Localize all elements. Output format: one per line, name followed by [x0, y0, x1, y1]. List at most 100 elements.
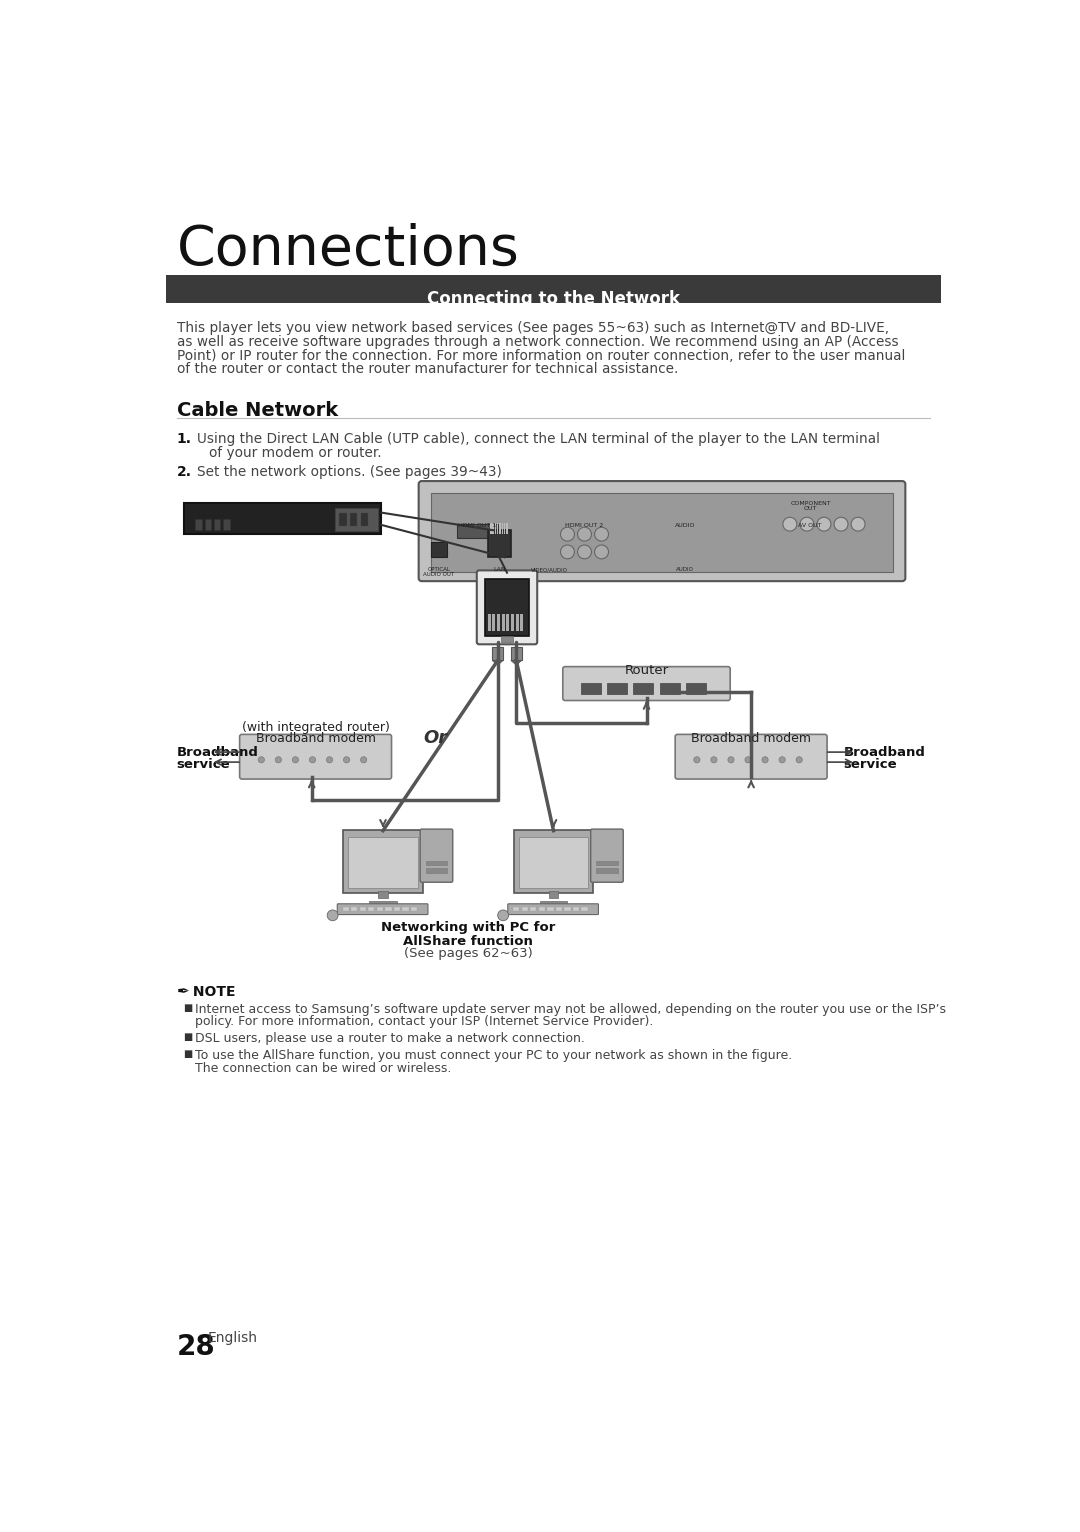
Text: VIDEO/AUDIO: VIDEO/AUDIO — [531, 567, 568, 573]
Bar — [166, 276, 941, 303]
Bar — [581, 683, 600, 694]
FancyBboxPatch shape — [337, 904, 428, 915]
Circle shape — [326, 757, 333, 763]
Text: Connecting to the Network: Connecting to the Network — [427, 290, 680, 308]
Bar — [515, 614, 518, 631]
Circle shape — [693, 757, 700, 763]
Text: AUDIO: AUDIO — [676, 567, 694, 573]
Text: 1.: 1. — [177, 432, 192, 446]
Bar — [495, 524, 496, 535]
Bar — [556, 907, 562, 910]
FancyBboxPatch shape — [675, 734, 827, 780]
Circle shape — [711, 757, 717, 763]
Bar — [581, 907, 588, 910]
Bar — [195, 519, 202, 530]
FancyBboxPatch shape — [476, 570, 537, 645]
Bar — [394, 907, 400, 910]
FancyBboxPatch shape — [591, 829, 623, 882]
Circle shape — [762, 757, 768, 763]
Circle shape — [834, 518, 848, 532]
Bar — [499, 524, 501, 535]
Bar — [572, 907, 579, 910]
Bar — [511, 614, 514, 631]
Polygon shape — [511, 660, 522, 665]
Bar — [549, 890, 558, 898]
Bar — [350, 513, 357, 527]
Text: The connection can be wired or wireless.: The connection can be wired or wireless. — [195, 1062, 451, 1074]
Bar — [501, 614, 504, 631]
Bar — [342, 907, 349, 910]
Text: Broadband modem: Broadband modem — [256, 732, 376, 745]
Circle shape — [595, 527, 608, 541]
FancyBboxPatch shape — [563, 666, 730, 700]
Bar — [501, 524, 503, 535]
Text: Networking with PC for: Networking with PC for — [381, 922, 555, 935]
Text: ✒: ✒ — [177, 985, 190, 1000]
Bar — [485, 579, 529, 636]
Text: as well as receive software upgrades through a network connection. We recommend : as well as receive software upgrades thr… — [177, 336, 899, 349]
Circle shape — [309, 757, 315, 763]
Bar — [607, 683, 627, 694]
Bar — [335, 509, 378, 532]
Bar — [596, 869, 618, 873]
Bar — [522, 907, 528, 910]
Bar — [565, 907, 570, 910]
FancyBboxPatch shape — [240, 734, 392, 780]
Circle shape — [728, 757, 734, 763]
Bar — [497, 614, 500, 631]
Circle shape — [851, 518, 865, 532]
FancyBboxPatch shape — [419, 481, 905, 581]
Text: Broadband: Broadband — [843, 746, 926, 758]
Circle shape — [796, 757, 802, 763]
Text: Broadband modem: Broadband modem — [691, 732, 811, 745]
Text: of your modem or router.: of your modem or router. — [210, 446, 382, 460]
Text: Set the network options. (See pages 39~43): Set the network options. (See pages 39~4… — [197, 464, 502, 480]
Bar — [386, 907, 392, 910]
Text: 28: 28 — [177, 1333, 216, 1360]
Bar — [361, 513, 368, 527]
Bar — [511, 647, 522, 660]
Text: OUT: OUT — [805, 506, 818, 510]
Bar — [492, 647, 503, 660]
Text: Router: Router — [624, 665, 669, 677]
Text: (See pages 62~63): (See pages 62~63) — [404, 947, 532, 961]
Bar — [507, 614, 510, 631]
Circle shape — [498, 910, 509, 921]
Text: AV OUT: AV OUT — [797, 522, 821, 527]
Text: AllShare function: AllShare function — [403, 935, 534, 948]
Text: ■: ■ — [183, 1033, 192, 1042]
Bar — [348, 836, 418, 887]
Circle shape — [800, 518, 814, 532]
Text: service: service — [843, 758, 897, 771]
FancyBboxPatch shape — [343, 830, 422, 893]
Text: AUDIO OUT: AUDIO OUT — [423, 571, 455, 578]
Bar — [633, 683, 653, 694]
Bar — [540, 901, 567, 905]
Circle shape — [816, 518, 831, 532]
Bar — [490, 524, 491, 535]
Bar — [530, 907, 537, 910]
Circle shape — [343, 757, 350, 763]
Bar — [377, 907, 383, 910]
Text: English: English — [207, 1331, 258, 1345]
Text: Or: Or — [423, 729, 448, 748]
Text: DSL users, please use a router to make a network connection.: DSL users, please use a router to make a… — [195, 1033, 585, 1045]
Text: of the router or contact the router manufacturer for technical assistance.: of the router or contact the router manu… — [177, 363, 678, 377]
Text: This player lets you view network based services (See pages 55~63) such as Inter: This player lets you view network based … — [177, 320, 889, 336]
Bar — [205, 519, 211, 530]
Bar — [224, 519, 230, 530]
Text: To use the AllShare function, you must connect your PC to your network as shown : To use the AllShare function, you must c… — [195, 1049, 793, 1062]
Text: HDMI OUT 1: HDMI OUT 1 — [459, 522, 497, 527]
Bar — [426, 861, 447, 866]
Circle shape — [327, 910, 338, 921]
Bar — [488, 530, 511, 558]
Bar — [184, 504, 381, 535]
Circle shape — [595, 545, 608, 559]
Bar — [660, 683, 679, 694]
Circle shape — [561, 527, 575, 541]
Text: policy. For more information, contact your ISP (Internet Service Provider).: policy. For more information, contact yo… — [195, 1016, 653, 1028]
Circle shape — [578, 527, 592, 541]
Text: LAN: LAN — [492, 567, 505, 573]
Bar — [339, 513, 347, 527]
Bar — [521, 614, 524, 631]
